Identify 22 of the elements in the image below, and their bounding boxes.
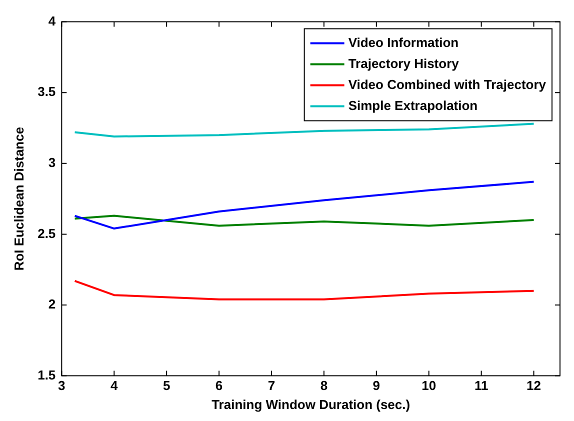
x-axis-title: Training Window Duration (sec.) — [212, 396, 410, 412]
legend-label: Video Information — [348, 34, 459, 50]
x-tick-label: 9 — [372, 378, 380, 394]
x-tick-label: 7 — [268, 378, 276, 394]
legend-label: Trajectory History — [348, 56, 460, 71]
x-tick-label: 5 — [162, 378, 170, 394]
legend-label: Video Combined with Trajectory — [348, 76, 547, 92]
x-tick-label: 6 — [215, 378, 223, 394]
x-tick-label: 8 — [320, 378, 328, 394]
x-tick-label: 12 — [526, 378, 542, 394]
legend-label: Simple Extrapolation — [348, 98, 478, 113]
x-tick-label: 4 — [110, 378, 119, 394]
y-tick-label: 2.5 — [38, 226, 56, 241]
y-axis-title: RoI Euclidean Distance — [11, 126, 26, 271]
y-tick-label: 2 — [48, 296, 56, 312]
y-tick-label: 1.5 — [38, 367, 56, 382]
x-tick-label: 3 — [58, 378, 66, 394]
y-tick-label: 3 — [48, 154, 56, 170]
x-tick-label: 10 — [422, 378, 436, 394]
x-tick-label: 11 — [474, 378, 488, 394]
y-tick-label: 3.5 — [38, 84, 56, 100]
y-tick-label: 4 — [48, 13, 56, 28]
